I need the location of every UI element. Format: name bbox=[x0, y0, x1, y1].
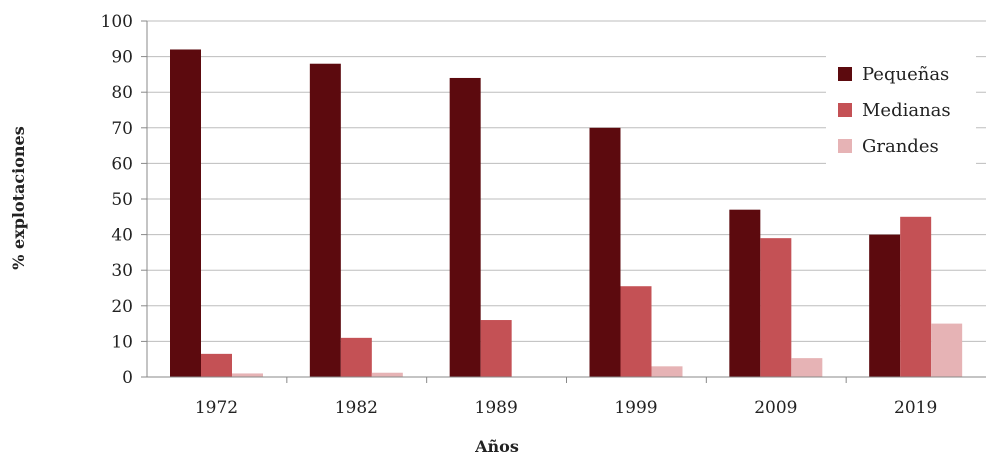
legend-swatch bbox=[838, 103, 852, 117]
bar-medianas-2009 bbox=[760, 238, 792, 377]
y-tick-label: 10 bbox=[111, 332, 133, 352]
y-tick-label: 50 bbox=[111, 190, 133, 210]
gridlines bbox=[147, 20, 986, 342]
y-tick-label: 30 bbox=[111, 261, 133, 281]
bar-pequeñas-1982 bbox=[309, 63, 341, 377]
bar-grandes-1999 bbox=[651, 366, 683, 377]
legend-label: Grandes bbox=[862, 136, 939, 157]
x-tick-label: 1989 bbox=[475, 398, 518, 418]
bar-medianas-2019 bbox=[900, 216, 932, 377]
x-tick-label: 1982 bbox=[335, 398, 378, 418]
y-tick-labels: 0 10 20 30 40 50 60 70 80 90 100 bbox=[101, 12, 147, 388]
bar-medianas-1999 bbox=[620, 286, 652, 377]
bar-pequeñas-2019 bbox=[869, 234, 901, 377]
y-tick-label: 20 bbox=[111, 297, 133, 317]
x-tick-label: 2009 bbox=[754, 398, 797, 418]
bar-pequeñas-2009 bbox=[729, 209, 761, 377]
y-tick-label: 70 bbox=[111, 119, 133, 139]
y-tick-label: 100 bbox=[101, 12, 133, 32]
legend: Pequeñas Medianas Grandes bbox=[826, 52, 976, 186]
x-tick-label: 2019 bbox=[894, 398, 937, 418]
x-tick-labels: 1972 1982 1989 1999 2009 2019 bbox=[195, 377, 937, 418]
x-tick-label: 1972 bbox=[195, 398, 238, 418]
legend-label: Medianas bbox=[862, 100, 951, 121]
bar-pequeñas-1972 bbox=[170, 49, 201, 377]
bar-pequeñas-1989 bbox=[449, 77, 481, 378]
bar-medianas-1989 bbox=[480, 320, 512, 377]
y-tick-label: 90 bbox=[111, 48, 133, 68]
y-tick-label: 60 bbox=[111, 154, 133, 174]
x-axis-title: Años bbox=[474, 437, 519, 456]
y-tick-label: 40 bbox=[111, 226, 133, 246]
bar-grandes-2019 bbox=[931, 323, 963, 377]
legend-swatch bbox=[838, 139, 852, 153]
bar-grandes-1972 bbox=[232, 373, 263, 377]
y-tick-label: 0 bbox=[122, 368, 133, 388]
legend-label: Pequeñas bbox=[862, 64, 949, 85]
bar-grandes-2009 bbox=[791, 358, 823, 377]
bar-medianas-1982 bbox=[340, 337, 372, 377]
y-axis-title: % explotaciones bbox=[9, 126, 28, 270]
bar-grandes-1982 bbox=[371, 372, 403, 377]
x-tick-label: 1999 bbox=[614, 398, 657, 418]
bars bbox=[170, 49, 963, 378]
bar-pequeñas-1999 bbox=[589, 127, 621, 377]
y-tick-label: 80 bbox=[111, 83, 133, 103]
bar-medianas-1972 bbox=[201, 353, 232, 377]
legend-swatch bbox=[838, 67, 852, 81]
